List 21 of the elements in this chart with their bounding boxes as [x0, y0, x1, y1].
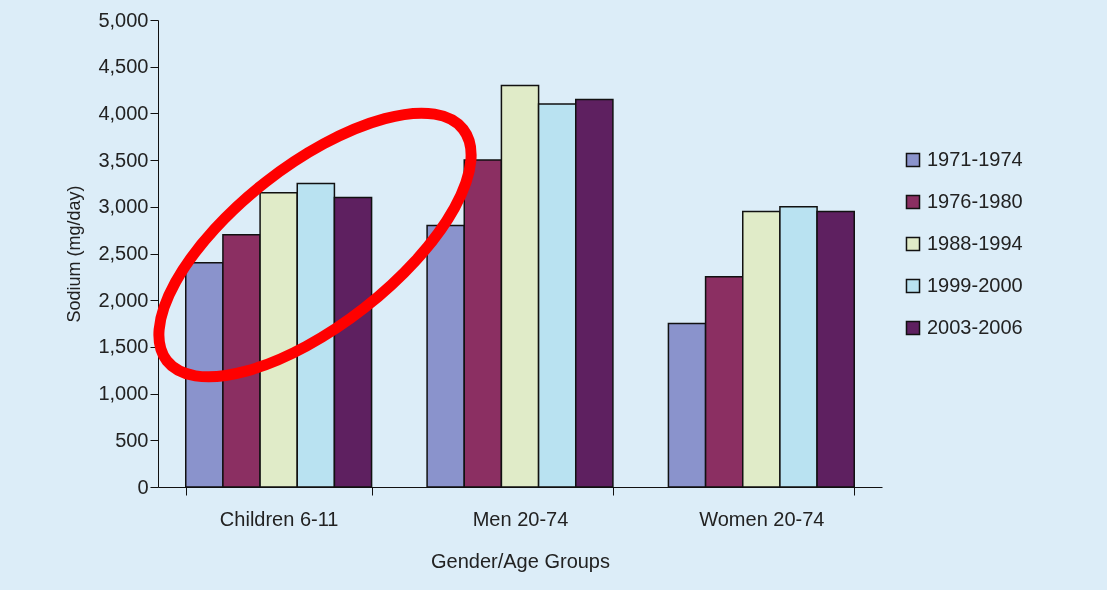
- x-tick-label: Children 6-11: [219, 507, 339, 530]
- y-tick-label: 3,500: [98, 148, 149, 171]
- y-tick-label: 500: [115, 428, 149, 451]
- y-tick-label: 4,500: [98, 55, 149, 78]
- legend-label: 1988-1994: [927, 232, 1023, 254]
- y-tick-label: 5,000: [98, 8, 149, 31]
- x-tick-label: Men 20-74: [472, 507, 569, 530]
- y-tick-label: 2,500: [98, 242, 149, 264]
- y-tick-label: 4,000: [98, 101, 149, 124]
- y-tick-label: 2,000: [98, 288, 149, 311]
- legend-label: 1976-1980: [927, 190, 1023, 212]
- y-tick-label: 1,500: [98, 335, 149, 358]
- y-tick-label: 3,000: [98, 195, 149, 218]
- legend-label: 2003-2006: [927, 316, 1023, 338]
- y-axis-title: Sodium (mg/day): [64, 185, 85, 323]
- legend-label: 1971-1974: [927, 148, 1023, 170]
- x-axis-title: Gender/Age Groups: [431, 549, 610, 572]
- y-tick-label: 1,000: [98, 382, 149, 405]
- x-tick-label: Women 20-74: [699, 507, 825, 530]
- legend-label: 1999-2000: [927, 274, 1023, 296]
- y-tick-label: 0: [137, 475, 149, 498]
